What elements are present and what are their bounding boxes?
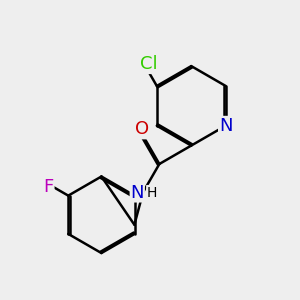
Text: N: N xyxy=(130,184,144,202)
Text: N: N xyxy=(219,117,232,135)
Text: Cl: Cl xyxy=(140,55,158,73)
Text: H: H xyxy=(147,186,157,200)
Text: O: O xyxy=(135,121,149,139)
Text: F: F xyxy=(44,178,54,196)
